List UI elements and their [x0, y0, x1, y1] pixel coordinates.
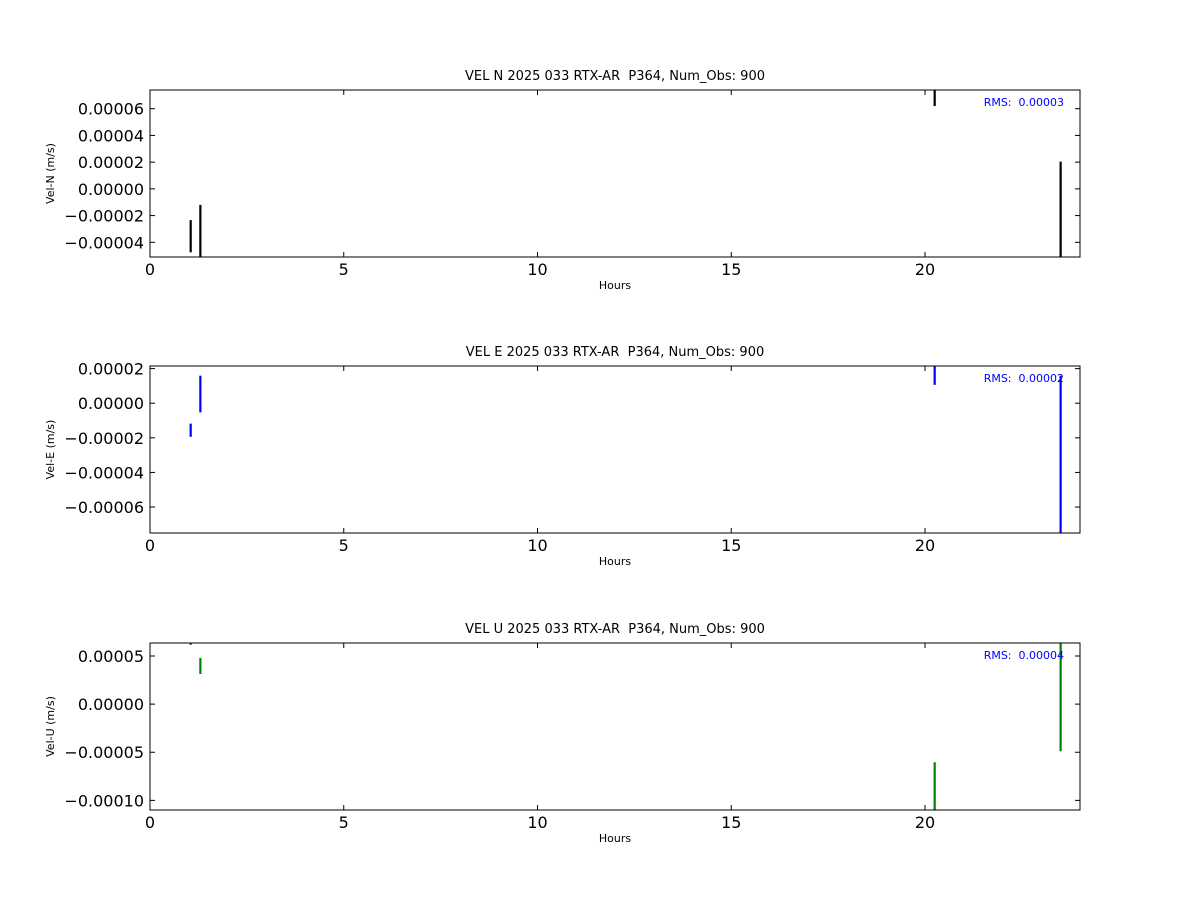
axes-frame [149, 642, 1081, 811]
subplot: VEL E 2025 033 RTX-AR P364, Num_Obs: 900… [44, 345, 1081, 568]
y-tick-label: 0.00005 [78, 647, 144, 666]
y-axis-label: Vel-U (m/s) [44, 696, 57, 757]
y-tick-label: −0.00002 [64, 207, 144, 226]
x-tick-label: 5 [339, 813, 349, 832]
y-axis-label: Vel-N (m/s) [44, 143, 57, 204]
x-axis-label: Hours [599, 555, 631, 568]
x-tick-label: 15 [721, 536, 741, 555]
y-tick-label: 0.00004 [78, 126, 144, 145]
x-tick-label: 0 [145, 536, 155, 555]
x-tick-label: 0 [145, 260, 155, 279]
x-tick-label: 5 [339, 536, 349, 555]
subplot-title: VEL E 2025 033 RTX-AR P364, Num_Obs: 900 [466, 345, 765, 360]
subplot: VEL N 2025 033 RTX-AR P364, Num_Obs: 900… [44, 69, 1081, 292]
rms-annotation: RMS: 0.00003 [984, 96, 1064, 109]
x-tick-label: 10 [527, 813, 547, 832]
y-tick-label: 0.00002 [78, 360, 144, 379]
x-tick-label: 20 [915, 536, 935, 555]
x-tick-label: 15 [721, 813, 741, 832]
y-tick-label: 0.00000 [78, 394, 144, 413]
subplot-title: VEL U 2025 033 RTX-AR P364, Num_Obs: 900 [465, 622, 765, 637]
y-tick-label: −0.00004 [64, 233, 144, 252]
rms-annotation: RMS: 0.00004 [984, 649, 1064, 662]
x-tick-label: 20 [915, 260, 935, 279]
y-tick-label: −0.00004 [64, 463, 144, 482]
y-tick-label: 0.00000 [78, 180, 144, 199]
y-tick-label: −0.00006 [64, 498, 144, 517]
y-tick-label: −0.00002 [64, 429, 144, 448]
subplot-title: VEL N 2025 033 RTX-AR P364, Num_Obs: 900 [465, 69, 765, 84]
subplot: VEL U 2025 033 RTX-AR P364, Num_Obs: 900… [44, 622, 1081, 845]
x-tick-label: 10 [527, 536, 547, 555]
x-tick-label: 15 [721, 260, 741, 279]
y-axis-label: Vel-E (m/s) [44, 420, 57, 480]
rms-annotation: RMS: 0.00002 [984, 372, 1064, 385]
x-axis-label: Hours [599, 832, 631, 845]
x-tick-label: 5 [339, 260, 349, 279]
y-tick-label: 0.00002 [78, 153, 144, 172]
x-tick-label: 20 [915, 813, 935, 832]
y-tick-label: 0.00006 [78, 100, 144, 119]
y-tick-label: −0.00010 [64, 791, 144, 810]
y-tick-label: −0.00005 [64, 743, 144, 762]
axes-frame [149, 89, 1081, 258]
x-tick-label: 10 [527, 260, 547, 279]
y-tick-label: 0.00000 [78, 695, 144, 714]
axes-frame [149, 365, 1081, 534]
x-tick-label: 0 [145, 813, 155, 832]
x-axis-label: Hours [599, 279, 631, 292]
